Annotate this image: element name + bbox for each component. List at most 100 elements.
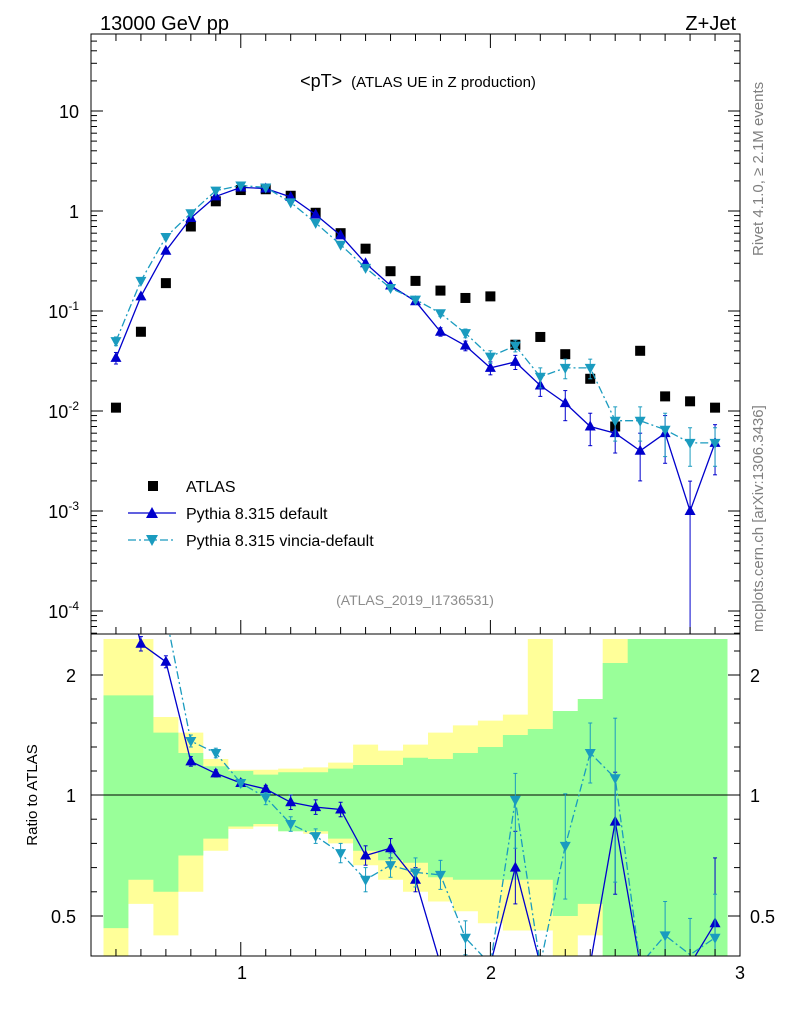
data-point-atlas: [485, 291, 496, 302]
series-2: [110, 181, 721, 467]
data-point-pythia-vincia: [135, 276, 147, 287]
data-point-atlas: [560, 349, 571, 360]
data-point-pythia-vincia: [260, 183, 272, 194]
y-tick-label: 10-3: [48, 499, 79, 522]
data-point-pythia-default: [684, 505, 696, 515]
data-point-pythia-default: [634, 444, 646, 455]
y-tick-label: 10-4: [48, 599, 79, 622]
data-point-pythia-default: [160, 244, 172, 255]
legend-label-atlas: ATLAS: [186, 479, 236, 496]
data-point-pythia-vincia: [110, 337, 122, 348]
data-point-pythia-vincia: [659, 425, 671, 436]
data-point-atlas: [410, 275, 421, 286]
x-tick-label: 1: [237, 963, 247, 983]
rivet-version-label: Rivet 4.1.0, ≥ 2.1M events: [750, 82, 767, 256]
data-point-pythia-default: [310, 208, 322, 219]
data-point-atlas: [135, 326, 146, 337]
ratio-point: [210, 749, 222, 759]
data-point-pythia-vincia: [684, 438, 696, 449]
ratio-point: [135, 637, 147, 648]
y-tick-label: 10-1: [48, 299, 79, 322]
data-point-atlas: [460, 292, 471, 303]
ratio-series-2: [168, 634, 721, 956]
legend: ATLAS Pythia 8.315 default Pythia 8.315 …: [128, 479, 374, 550]
plot-title-observable: <pT>: [300, 71, 342, 91]
ratio-point: [310, 832, 322, 843]
data-point-pythia-default: [434, 325, 446, 336]
legend-marker-pythia-vincia: [146, 535, 158, 546]
main-panel: <pT> (ATLAS UE in Z production) (ATLAS_2…: [90, 33, 741, 635]
ratio-point: [185, 737, 197, 747]
data-point-pythia-vincia: [385, 283, 397, 294]
data-point-atlas: [360, 243, 371, 254]
ratio-y-axis: 2 1 0.5 2 1 0.5: [51, 666, 775, 927]
ratio-point: [260, 783, 272, 793]
ratio-point: [609, 774, 621, 785]
data-point-atlas: [110, 402, 121, 413]
analysis-label: (ATLAS_2019_I1736531): [336, 592, 494, 608]
ratio-point: [509, 861, 521, 872]
ratio-tick-label-right: 0.5: [750, 907, 775, 927]
data-point-atlas: [435, 285, 446, 296]
data-point-pythia-default: [459, 339, 471, 350]
series-0: [110, 184, 721, 432]
data-point-atlas: [385, 266, 396, 277]
data-point-pythia-vincia: [609, 416, 621, 427]
data-point-pythia-default: [335, 229, 347, 240]
data-point-atlas: [685, 396, 696, 407]
data-point-pythia-vincia: [634, 416, 646, 427]
ratio-point: [509, 795, 521, 806]
data-point-pythia-vincia: [484, 352, 496, 363]
ratio-point: [335, 803, 347, 814]
ratio-point: [260, 793, 272, 804]
data-point-pythia-vincia: [360, 263, 372, 274]
data-point-pythia-vincia: [459, 329, 471, 340]
ratio-point: [235, 779, 247, 789]
plot-title: <pT> (ATLAS UE in Z production): [300, 71, 536, 91]
legend-marker-pythia-default: [146, 507, 158, 518]
data-point-pythia-vincia: [584, 363, 596, 374]
data-point-atlas: [635, 345, 646, 356]
ratio-tick-label: 1: [66, 786, 76, 806]
ratio-point: [360, 849, 372, 860]
ratio-point: [559, 841, 571, 852]
x-tick-label: 2: [486, 963, 496, 983]
data-point-pythia-vincia: [285, 198, 297, 209]
data-point-pythia-default: [135, 290, 147, 301]
header-energy-label: 13000 GeV pp: [100, 13, 229, 35]
mcplots-reference-label: mcplots.cern.ch [arXiv:1306.3436]: [750, 405, 767, 632]
ratio-point: [210, 767, 222, 778]
data-point-pythia-default: [559, 397, 571, 408]
data-point-pythia-vincia: [335, 240, 347, 251]
ratio-point: [285, 820, 297, 831]
ratio-tick-label: 2: [66, 666, 76, 686]
ratio-point: [659, 931, 671, 942]
legend-marker-atlas: [148, 481, 158, 491]
data-point-pythia-default: [584, 420, 596, 431]
ratio-point: [160, 655, 172, 666]
series-line: [115, 186, 716, 514]
data-point-atlas: [185, 221, 196, 232]
ratio-tick-label-right: 1: [750, 786, 760, 806]
data-point-pythia-default: [484, 361, 496, 372]
x-axis: 1 2 3: [237, 963, 745, 983]
data-point-pythia-vincia: [310, 218, 322, 229]
ratio-point: [185, 755, 197, 766]
ratio-point: [584, 749, 596, 759]
ratio-tick-label-right: 2: [750, 666, 760, 686]
y-tick-label: 10: [59, 102, 79, 122]
ratio-point: [385, 861, 397, 872]
data-point-pythia-default: [110, 351, 122, 362]
header-process-label: Z+Jet: [685, 13, 736, 35]
ratio-point: [285, 796, 297, 807]
y-tick-label: 10-2: [48, 399, 79, 422]
data-point-pythia-vincia: [534, 372, 546, 383]
data-point-atlas: [160, 278, 171, 289]
ratio-y-axis-label: Ratio to ATLAS: [24, 744, 41, 845]
data-point-pythia-vincia: [709, 438, 721, 449]
ratio-point: [360, 875, 372, 886]
legend-label-pythia-default: Pythia 8.315 default: [186, 506, 328, 523]
data-point-pythia-vincia: [160, 232, 172, 243]
ratio-point: [459, 933, 471, 944]
